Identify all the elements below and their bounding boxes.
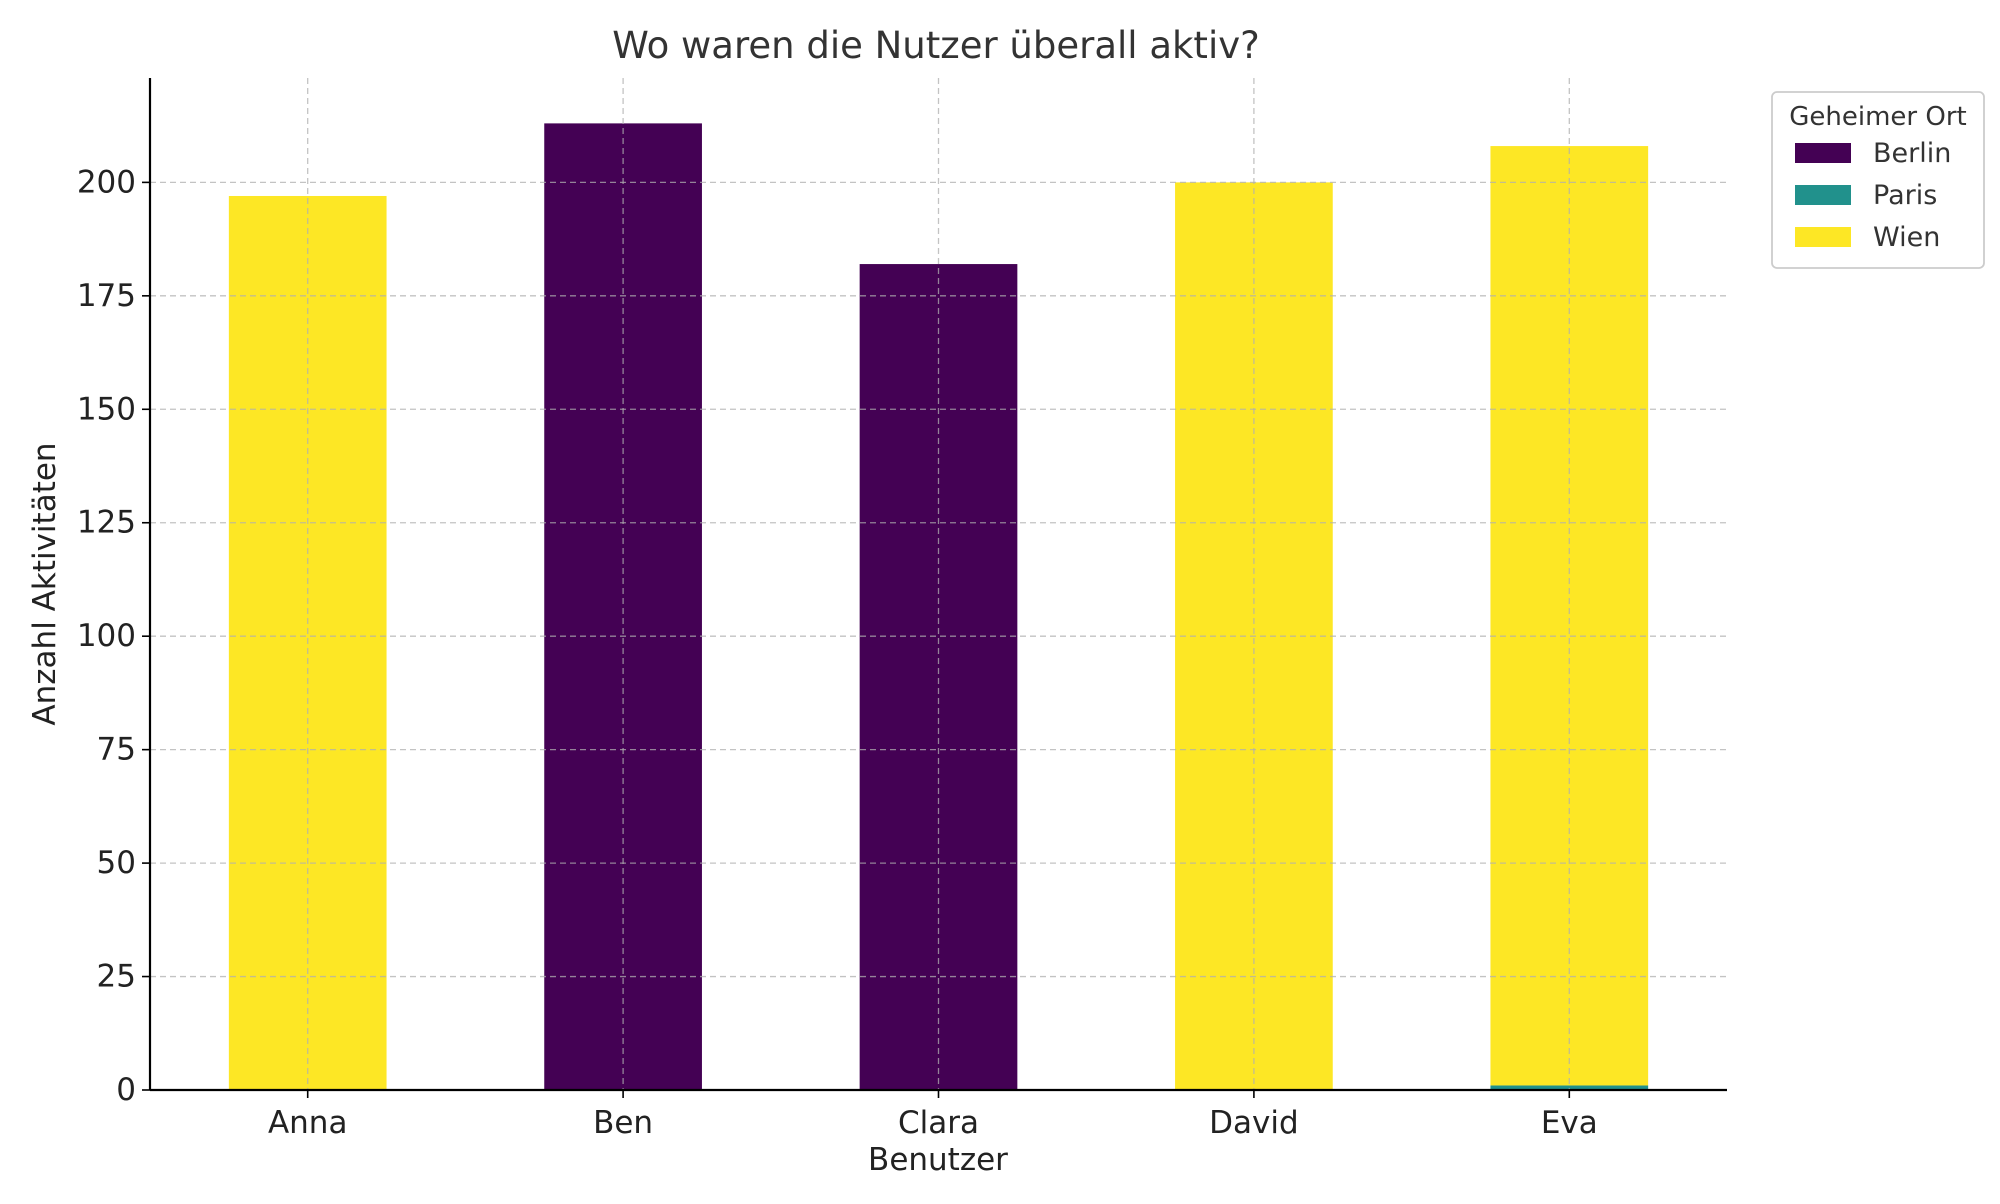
chart-title: Wo waren die Nutzer überall aktiv?: [612, 24, 1260, 67]
y-tick-label: 200: [77, 164, 136, 200]
x-tick-label: Ben: [593, 1105, 653, 1141]
legend-frame: [1771, 91, 1985, 269]
y-tick-label: 0: [116, 1072, 136, 1108]
y-tick-label: 100: [77, 618, 136, 654]
y-tick-label: 150: [77, 391, 136, 427]
x-tick-label: Eva: [1541, 1105, 1598, 1141]
legend: Geheimer Ort Berlin Paris Wien: [1771, 91, 1985, 269]
legend-title: Geheimer Ort: [1789, 102, 1966, 132]
legend-swatch-berlin: [1795, 143, 1851, 163]
y-ticks: 0 25 50 75 100 125 150 175 200: [77, 164, 150, 1108]
x-tick-label: Anna: [268, 1105, 348, 1141]
y-tick-label: 25: [97, 959, 136, 995]
y-tick-label: 175: [77, 278, 136, 314]
legend-items: Berlin Paris Wien: [1795, 138, 1951, 253]
y-tick-label: 50: [97, 845, 136, 881]
legend-label-berlin: Berlin: [1873, 138, 1951, 169]
y-tick-label: 75: [97, 732, 136, 768]
legend-swatch-paris: [1795, 185, 1851, 205]
legend-label-wien: Wien: [1873, 222, 1940, 253]
bar-eva-paris: [1490, 1085, 1649, 1090]
y-tick-label: 125: [77, 505, 136, 541]
x-axis-label: Benutzer: [868, 1142, 1008, 1178]
x-tick-label: David: [1209, 1105, 1299, 1141]
bar-eva-wien: [1490, 146, 1649, 1086]
gridlines: [150, 78, 1727, 1091]
x-tick-label: Clara: [898, 1105, 979, 1141]
x-ticks: Anna Ben Clara David Eva: [268, 1090, 1598, 1141]
legend-label-paris: Paris: [1873, 180, 1937, 211]
y-axis-label: Anzahl Aktivitäten: [27, 442, 63, 725]
bar-clara-berlin: [859, 264, 1018, 1091]
legend-swatch-wien: [1795, 227, 1851, 247]
